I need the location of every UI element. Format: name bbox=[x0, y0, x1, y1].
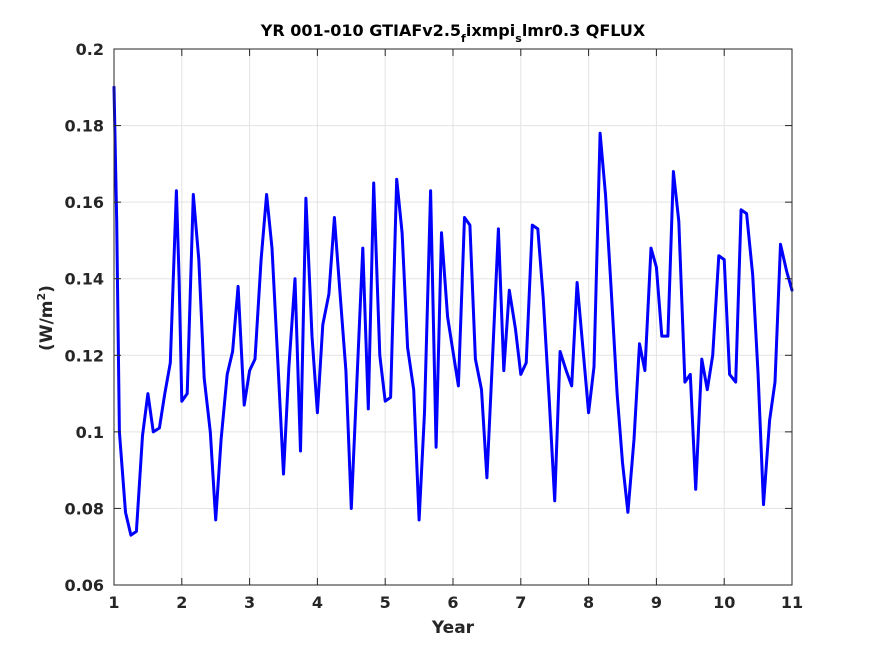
y-axis-label: (W/m2) bbox=[35, 285, 57, 351]
title-subscript-2: s bbox=[515, 32, 522, 45]
title-subscript-1: f bbox=[461, 32, 466, 45]
chart-title: YR 001-010 GTIAFv2.5fixmpislmr0.3 QFLUX bbox=[260, 21, 646, 45]
x-tick-labels: 1 2 3 4 5 6 7 8 9 10 11 bbox=[108, 593, 803, 612]
title-prefix: YR 001-010 GTIAFv2.5 bbox=[260, 21, 461, 40]
x-tick-label: 2 bbox=[176, 593, 187, 612]
series-layer bbox=[112, 85, 794, 537]
title-suffix: lmr0.3 QFLUX bbox=[522, 21, 646, 40]
y-tick-label: 0.16 bbox=[65, 193, 104, 212]
x-tick-label: 6 bbox=[447, 593, 458, 612]
x-tick-label: 9 bbox=[651, 593, 662, 612]
x-tick-label: 7 bbox=[515, 593, 526, 612]
x-tick-label: 5 bbox=[380, 593, 391, 612]
y-axis-label-base: (W/m bbox=[37, 300, 57, 350]
y-tick-label: 0.1 bbox=[76, 423, 104, 442]
y-tick-label: 0.08 bbox=[65, 499, 104, 518]
x-tick-label: 4 bbox=[312, 593, 323, 612]
series-line bbox=[112, 85, 794, 537]
y-tick-label: 0.12 bbox=[65, 346, 104, 365]
x-tick-label: 1 bbox=[108, 593, 119, 612]
x-axis-label: Year bbox=[431, 618, 475, 638]
y-tick-label: 0.14 bbox=[65, 270, 104, 289]
title-middle: ixmpi bbox=[466, 21, 515, 40]
y-tick-label: 0.2 bbox=[76, 40, 104, 59]
y-axis-label-close: ) bbox=[37, 285, 57, 293]
ticks bbox=[113, 48, 793, 586]
x-tick-label: 10 bbox=[713, 593, 735, 612]
y-tick-label: 0.18 bbox=[65, 117, 104, 136]
y-axis-label-superscript: 2 bbox=[35, 293, 48, 301]
x-tick-label: 8 bbox=[583, 593, 594, 612]
y-tick-label: 0.06 bbox=[65, 576, 104, 595]
x-tick-label: 11 bbox=[781, 593, 803, 612]
x-tick-label: 3 bbox=[244, 593, 255, 612]
y-tick-labels: 0.06 0.08 0.1 0.12 0.14 0.16 0.18 0.2 bbox=[65, 40, 104, 595]
